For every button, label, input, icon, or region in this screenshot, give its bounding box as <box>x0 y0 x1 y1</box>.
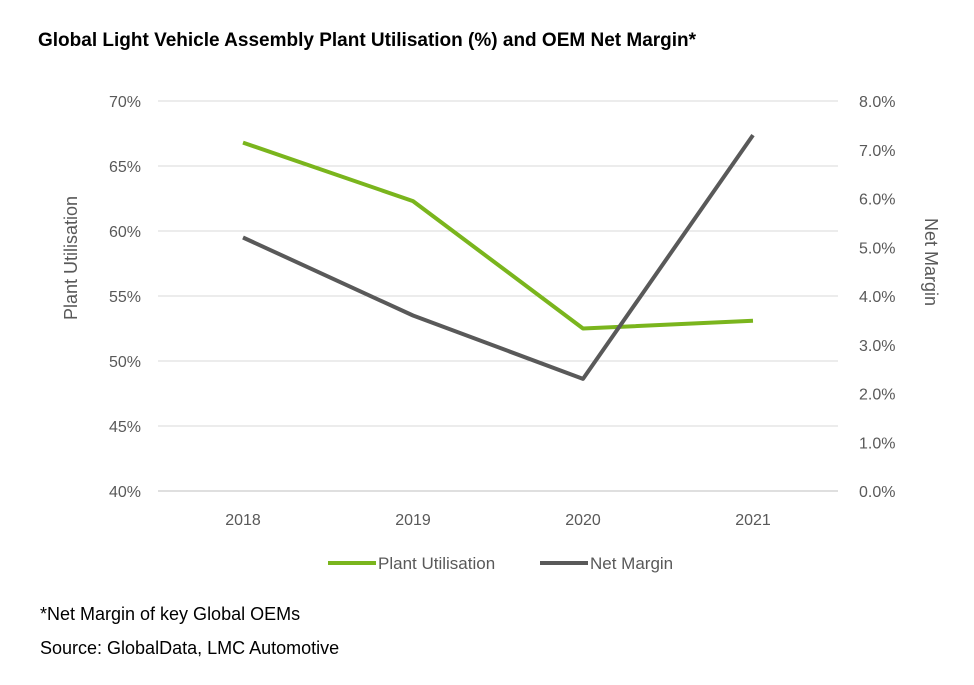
right-tick-label: 5.0% <box>859 240 895 257</box>
x-tick-label: 2019 <box>395 512 431 529</box>
right-tick-label: 6.0% <box>859 192 895 209</box>
right-tick-label: 0.0% <box>859 484 895 501</box>
left-tick-label: 40% <box>109 484 141 501</box>
left-tick-label: 45% <box>109 419 141 436</box>
right-tick-label: 8.0% <box>859 94 895 111</box>
series-line-plant-utilisation <box>242 140 754 331</box>
x-tick-label: 2021 <box>735 512 771 529</box>
footnote-net-margin: *Net Margin of key Global OEMs <box>40 604 301 624</box>
source-note: Source: GlobalData, LMC Automotive <box>40 638 340 658</box>
right-tick-label: 3.0% <box>859 338 895 355</box>
left-tick-label: 60% <box>109 224 141 241</box>
right-tick-label: 4.0% <box>859 289 895 306</box>
left-tick-label: 70% <box>109 94 141 111</box>
right-tick-label: 2.0% <box>859 387 895 404</box>
legend-label: Net Margin <box>590 554 673 573</box>
left-axis-title: Plant Utilisation <box>61 196 81 320</box>
x-tick-label: 2020 <box>565 512 601 529</box>
chart-title: Global Light Vehicle Assembly Plant Util… <box>38 30 697 51</box>
left-tick-label: 65% <box>109 159 141 176</box>
left-tick-label: 50% <box>109 354 141 371</box>
right-tick-label: 7.0% <box>859 143 895 160</box>
legend-label: Plant Utilisation <box>378 554 495 573</box>
x-tick-label: 2018 <box>225 512 261 529</box>
line-chart: 40% 45% 50% 55% 60% 65% 70% 0.0% 1.0% 2.0% 3.0% 4.0… <box>61 94 941 573</box>
right-axis-title: Net Margin <box>921 218 941 306</box>
series-line-net-margin <box>242 133 755 381</box>
right-tick-label: 1.0% <box>859 435 895 452</box>
left-tick-label: 55% <box>109 289 141 306</box>
